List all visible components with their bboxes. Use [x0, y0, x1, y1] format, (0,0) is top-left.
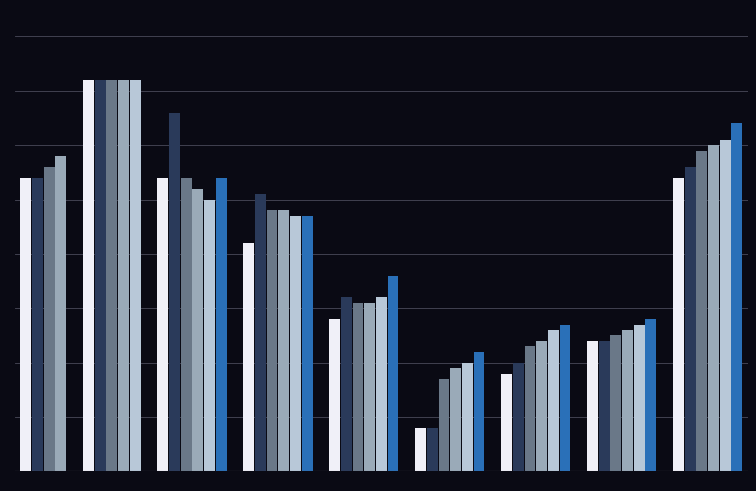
Bar [438, 379, 449, 471]
Bar [685, 167, 696, 471]
Bar [290, 216, 301, 471]
Bar [107, 80, 117, 471]
Bar [204, 199, 215, 471]
Bar [634, 325, 645, 471]
Bar [427, 428, 438, 471]
Bar [302, 216, 312, 471]
Bar [278, 211, 289, 471]
Bar [352, 303, 364, 471]
Bar [696, 151, 708, 471]
Bar [622, 330, 633, 471]
Bar [415, 428, 426, 471]
Bar [169, 112, 180, 471]
Bar [673, 178, 684, 471]
Bar [255, 194, 266, 471]
Bar [708, 145, 719, 471]
Bar [732, 123, 742, 471]
Bar [44, 167, 54, 471]
Bar [599, 341, 609, 471]
Bar [473, 352, 485, 471]
Bar [388, 275, 398, 471]
Bar [548, 330, 559, 471]
Bar [192, 189, 203, 471]
Bar [364, 303, 375, 471]
Bar [536, 341, 547, 471]
Bar [525, 346, 535, 471]
Bar [376, 298, 387, 471]
Bar [587, 341, 598, 471]
Bar [513, 363, 524, 471]
Bar [181, 178, 191, 471]
Bar [83, 80, 94, 471]
Bar [501, 374, 512, 471]
Bar [243, 243, 254, 471]
Bar [341, 298, 352, 471]
Bar [451, 368, 461, 471]
Bar [94, 80, 106, 471]
Bar [32, 178, 43, 471]
Bar [215, 178, 227, 471]
Bar [130, 80, 141, 471]
Bar [55, 156, 67, 471]
Bar [462, 363, 472, 471]
Bar [646, 319, 656, 471]
Bar [157, 178, 168, 471]
Bar [330, 319, 340, 471]
Bar [118, 80, 129, 471]
Bar [611, 335, 621, 471]
Bar [20, 178, 31, 471]
Bar [559, 325, 570, 471]
Bar [267, 211, 277, 471]
Bar [720, 140, 730, 471]
